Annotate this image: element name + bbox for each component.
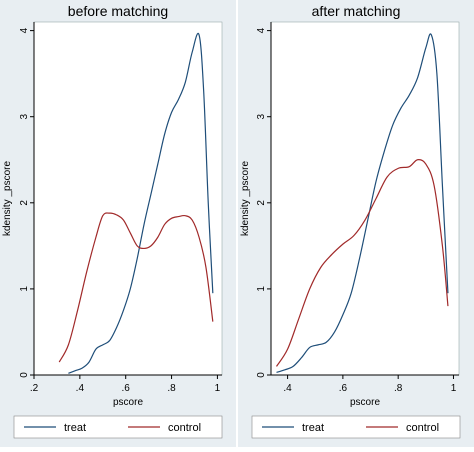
y-tick-label: 2 — [19, 200, 30, 206]
y-axis-label: kdensity _pscore — [240, 161, 251, 236]
y-tick-label: 3 — [256, 113, 267, 119]
legend-box — [251, 415, 461, 439]
legend: treat control — [13, 415, 223, 439]
y-tick-label: 3 — [19, 113, 30, 119]
legend-label-treat: treat — [64, 422, 86, 434]
x-axis-label: pscore — [350, 397, 380, 408]
legend: treat control — [251, 415, 461, 439]
y-tick-label: 1 — [256, 286, 267, 292]
x-tick-label: .6 — [122, 383, 131, 394]
y-tick-label: 4 — [19, 27, 30, 33]
series-line-control — [58, 212, 214, 363]
x-tick-label: .8 — [167, 383, 176, 394]
x-tick-label: .4 — [76, 383, 85, 394]
y-tick-label: 4 — [256, 27, 267, 33]
y-tick-label: 2 — [256, 200, 267, 206]
y-tick-label: 1 — [19, 286, 30, 292]
x-tick-label: 1 — [215, 383, 221, 394]
x-tick-label: .2 — [30, 383, 39, 394]
y-tick-label: 0 — [256, 372, 267, 378]
plot-area — [270, 21, 460, 376]
y-axis-label: kdensity _pscore — [2, 161, 13, 236]
chart-title: before matching — [68, 3, 168, 19]
y-tick-label: 0 — [19, 372, 30, 378]
chart-panel-2: after matching 0 1 2 3 4 .4 .6 .8 1 pscore kdensity… — [238, 0, 474, 447]
chart-panel-1: before matching 0 1 2 3 4 .2 .4 .6 .8 1 pscore kdens… — [0, 0, 236, 447]
series-line-control — [276, 159, 449, 367]
x-axis-label: pscore — [113, 397, 143, 408]
legend-box — [13, 415, 223, 439]
legend-label-control: control — [406, 422, 439, 434]
plot-area — [33, 21, 223, 376]
legend-label-treat: treat — [302, 422, 324, 434]
x-tick-label: .4 — [283, 383, 292, 394]
series-line-treat — [68, 32, 214, 374]
x-tick-label: 1 — [451, 383, 457, 394]
x-tick-label: .6 — [339, 383, 348, 394]
x-tick-label: .8 — [394, 383, 403, 394]
chart-title: after matching — [312, 3, 401, 19]
legend-label-control: control — [168, 422, 201, 434]
